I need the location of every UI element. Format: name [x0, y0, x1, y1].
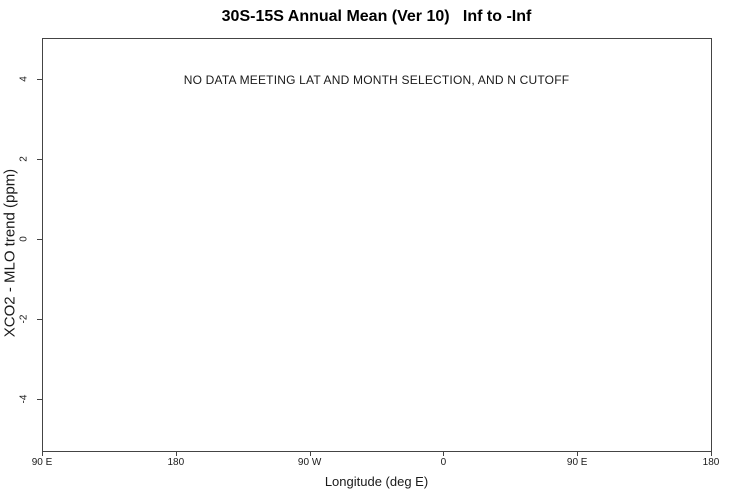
- x-tick-label: 180: [702, 457, 720, 468]
- x-tick-label: 0: [440, 457, 447, 468]
- y-tick-mark: [37, 79, 42, 80]
- y-tick-label: 2: [18, 156, 30, 162]
- x-tick-mark: [42, 451, 43, 456]
- chart-title: 30S-15S Annual Mean (Ver 10) Inf to -Inf: [221, 8, 532, 25]
- x-tick-mark: [175, 451, 177, 456]
- x-axis-label: Longitude (deg E): [324, 474, 429, 489]
- x-tick-mark: [577, 451, 579, 456]
- x-tick-mark: [443, 451, 445, 456]
- y-tick-label: 4: [18, 76, 30, 82]
- x-tick-mark: [711, 451, 712, 456]
- x-tick-label: 90 E: [31, 457, 53, 468]
- y-tick-mark: [37, 319, 42, 320]
- x-tick-label: 180: [167, 457, 185, 468]
- y-tick-label: -4: [18, 394, 30, 404]
- y-tick-mark: [37, 159, 42, 160]
- y-tick-mark: [37, 239, 42, 240]
- no-data-message: NO DATA MEETING LAT AND MONTH SELECTION,…: [183, 73, 570, 87]
- plot-area: [42, 38, 712, 452]
- y-tick-label: 0: [18, 236, 30, 242]
- y-axis-label: XCO2 - MLO trend (ppm): [1, 168, 19, 338]
- x-tick-label: 90 W: [297, 457, 322, 468]
- y-tick-label: -2: [18, 314, 30, 324]
- y-tick-mark: [37, 399, 42, 400]
- x-tick-label: 90 E: [566, 457, 588, 468]
- x-tick-mark: [309, 451, 311, 456]
